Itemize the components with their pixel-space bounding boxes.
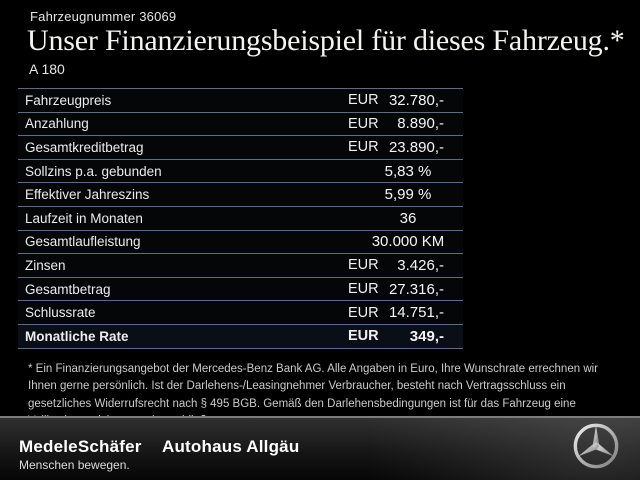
row-value: 8.890,-	[397, 115, 444, 133]
row-currency: EUR	[348, 139, 379, 156]
row-value-group: EUR 32.780,-	[348, 89, 444, 112]
mercedes-star-icon	[572, 422, 620, 470]
row-value-group: EUR 23.890,-	[348, 136, 444, 159]
financing-table: Fahrzeugpreis EUR 32.780,- Anzahlung EUR 8.89…	[18, 88, 463, 349]
row-currency: EUR	[348, 281, 379, 298]
row-value-group: EUR 349,-	[348, 325, 444, 348]
row-value: 32.780,-	[388, 91, 444, 109]
row-currency: EUR	[348, 92, 379, 109]
row-value: 30.000 KM	[371, 233, 445, 251]
footer-bar: MedeleSchäfer Autohaus Allgäu Menschen b…	[0, 418, 640, 480]
row-label: Anzahlung	[25, 116, 89, 132]
dealer-logo: MedeleSchäfer	[19, 437, 142, 456]
table-row: Monatliche Rate EUR 349,-	[18, 323, 463, 349]
row-label: Schlussrate	[25, 305, 96, 321]
page-title: Unser Finanzierungsbeispiel für dieses F…	[27, 24, 625, 57]
row-currency: EUR	[348, 328, 379, 345]
table-row: Schlussrate EUR 14.751,-	[18, 300, 463, 324]
row-label: Gesamtlaufleistung	[25, 234, 141, 250]
row-value: 36	[399, 209, 417, 227]
row-value-group: 5,83 %	[348, 160, 468, 183]
row-value: 14.751,-	[388, 304, 444, 322]
row-value: 27.316,-	[388, 280, 444, 298]
table-row: Gesamtkreditbetrag EUR 23.890,-	[18, 135, 463, 159]
table-row: Anzahlung EUR 8.890,-	[18, 111, 463, 136]
row-value-group: EUR 8.890,-	[348, 113, 444, 136]
row-value-group: 5,99 %	[348, 183, 468, 206]
row-value-group: EUR 27.316,-	[348, 278, 444, 301]
row-label: Sollzins p.a. gebunden	[25, 163, 162, 179]
row-currency: EUR	[348, 115, 379, 132]
row-label: Fahrzeugpreis	[25, 92, 112, 108]
vehicle-number: Fahrzeugnummer 36069	[30, 9, 177, 24]
row-value: 5,83 %	[384, 162, 432, 180]
table-row: Laufzeit in Monaten 36	[18, 205, 463, 230]
footer-divider	[0, 416, 640, 418]
row-label: Gesamtbetrag	[25, 281, 111, 297]
table-row: Gesamtlaufleistung 30.000 KM	[18, 229, 463, 254]
row-label: Effektiver Jahreszins	[25, 187, 150, 203]
row-value: 5,99 %	[384, 186, 432, 204]
table-row: Gesamtbetrag EUR 27.316,-	[18, 276, 463, 301]
row-label: Laufzeit in Monaten	[25, 210, 143, 226]
table-row: Effektiver Jahreszins 5,99 %	[18, 182, 463, 206]
row-currency: EUR	[348, 304, 379, 321]
row-value-group: 30.000 KM	[348, 231, 468, 254]
dealer-secondary-logo: Autohaus Allgäu	[162, 437, 300, 456]
row-label: Monatliche Rate	[25, 328, 129, 344]
table-row: Fahrzeugpreis EUR 32.780,-	[18, 88, 463, 112]
row-label: Gesamtkreditbetrag	[25, 139, 144, 155]
row-currency: EUR	[348, 257, 379, 274]
table-row: Sollzins p.a. gebunden 5,83 %	[18, 158, 463, 183]
row-value: 23.890,-	[388, 138, 444, 156]
model-name: A 180	[29, 61, 65, 77]
row-value: 349,-	[409, 327, 444, 345]
row-value-group: EUR 3.426,-	[348, 254, 444, 277]
row-label: Zinsen	[25, 257, 66, 273]
row-value: 3.426,-	[397, 256, 444, 274]
dealer-tagline: Menschen bewegen.	[19, 458, 130, 472]
row-value-group: EUR 14.751,-	[348, 301, 444, 324]
table-row: Zinsen EUR 3.426,-	[18, 253, 463, 277]
row-value-group: 36	[348, 207, 468, 230]
